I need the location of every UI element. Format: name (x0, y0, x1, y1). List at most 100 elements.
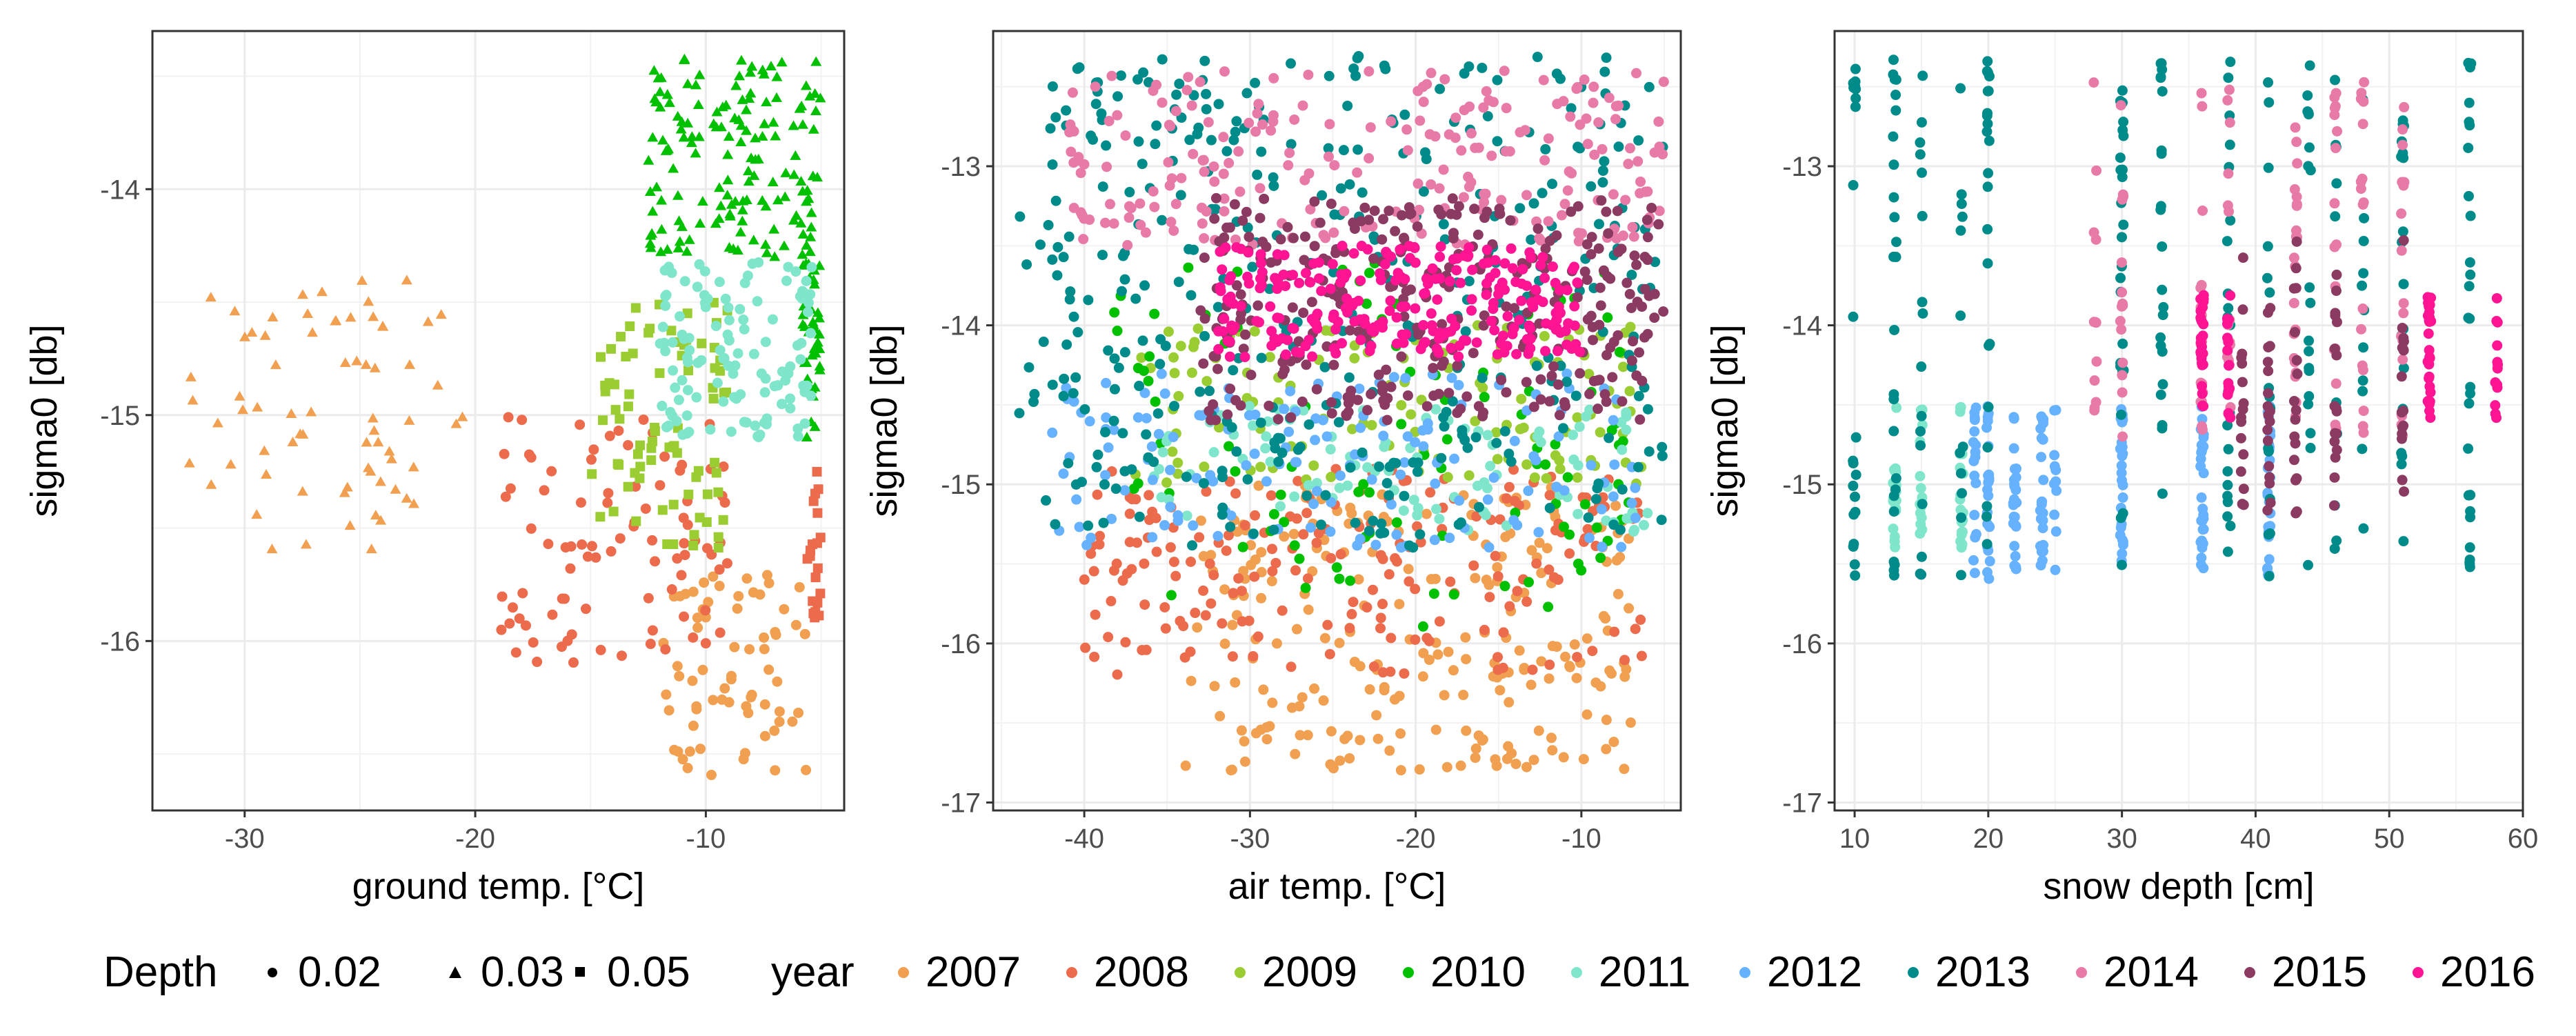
data-point (2397, 450, 2408, 461)
data-point (1221, 222, 1232, 233)
data-point (623, 439, 634, 450)
data-point (1578, 754, 1589, 765)
data-point (1982, 442, 1993, 453)
data-point (1399, 274, 1410, 285)
data-point (1250, 510, 1261, 521)
data-point (1345, 462, 1356, 473)
legend-shape-square (575, 967, 585, 977)
data-point (743, 93, 755, 103)
data-point (1550, 277, 1561, 288)
data-point (1101, 412, 1112, 423)
data-point (1249, 448, 1260, 459)
data-point (802, 554, 812, 564)
data-point (1982, 181, 1993, 192)
data-point (2331, 269, 2342, 280)
data-point (2491, 315, 2502, 326)
data-point (1459, 105, 1470, 116)
data-point (1230, 126, 1241, 137)
data-point (1050, 519, 1061, 530)
data-point (1654, 206, 1665, 217)
data-point (1956, 189, 1967, 200)
data-point (345, 312, 357, 322)
data-point (1447, 396, 1458, 407)
data-point (1890, 105, 1901, 116)
data-point (1364, 684, 1375, 695)
data-point (1888, 394, 1899, 405)
legend-year-label: 2015 (2272, 948, 2367, 996)
data-point (1212, 301, 1224, 312)
data-point (1391, 338, 1402, 349)
data-point (1378, 430, 1389, 441)
data-point (1217, 264, 1228, 275)
data-point (2009, 541, 2020, 552)
data-point (2330, 428, 2341, 439)
legend-year-swatch (1403, 967, 1414, 978)
data-point (1581, 113, 1592, 124)
data-point (2331, 178, 2342, 189)
data-point (2010, 472, 2021, 483)
data-point (499, 448, 510, 459)
data-point (1244, 410, 1255, 421)
data-point (1547, 261, 1558, 272)
data-point (1455, 277, 1466, 288)
data-point (785, 361, 796, 372)
data-point (799, 321, 810, 331)
data-point (1395, 244, 1406, 255)
data-point (1519, 662, 1530, 673)
data-point (1286, 58, 1297, 69)
data-point (1168, 432, 1179, 443)
data-point (1195, 515, 1206, 526)
data-point (1239, 520, 1250, 531)
data-point (1198, 155, 1209, 166)
data-point (1352, 395, 1364, 406)
data-point (1633, 135, 1644, 146)
data-point (1504, 448, 1515, 459)
data-point (1137, 159, 1148, 170)
data-point (1286, 139, 1297, 150)
data-point (1326, 497, 1337, 508)
data-point (1969, 568, 1980, 579)
data-point (1255, 212, 1266, 223)
data-point (1299, 231, 1310, 242)
data-point (1478, 320, 1489, 331)
data-point (1077, 210, 1088, 221)
legend-year-label: 2007 (926, 948, 1021, 996)
data-point (623, 401, 633, 412)
data-point (2155, 332, 2166, 343)
panel-border (992, 30, 1682, 812)
data-point (1981, 422, 1993, 433)
data-point (1155, 334, 1166, 345)
data-point (815, 92, 826, 103)
data-point (1453, 201, 1464, 212)
data-point (2290, 438, 2301, 449)
data-point (1384, 745, 1395, 756)
data-point (1224, 157, 1235, 168)
data-point (814, 610, 824, 621)
data-point (1490, 427, 1501, 438)
data-point (1850, 76, 1861, 87)
data-point (2331, 239, 2342, 250)
data-point (2115, 315, 2126, 326)
data-point (1623, 159, 1634, 170)
data-point (1586, 181, 1597, 192)
data-point (806, 261, 817, 272)
legend-year-swatch (2244, 967, 2255, 978)
data-point (1499, 66, 1510, 77)
y-tick-label: -17 (941, 788, 981, 818)
data-point (1166, 217, 1177, 228)
data-point (2291, 137, 2302, 148)
data-point (1390, 226, 1401, 237)
data-point (1237, 541, 1248, 552)
data-point (1309, 683, 1320, 694)
data-point (2290, 475, 2301, 486)
data-point (2359, 77, 2370, 88)
data-point (688, 720, 699, 731)
data-point (1314, 273, 1325, 284)
data-point (2197, 538, 2208, 549)
data-point (730, 80, 742, 90)
data-point (2328, 500, 2339, 511)
data-point (1169, 368, 1180, 379)
data-point (1492, 74, 1503, 86)
data-point (717, 694, 728, 705)
